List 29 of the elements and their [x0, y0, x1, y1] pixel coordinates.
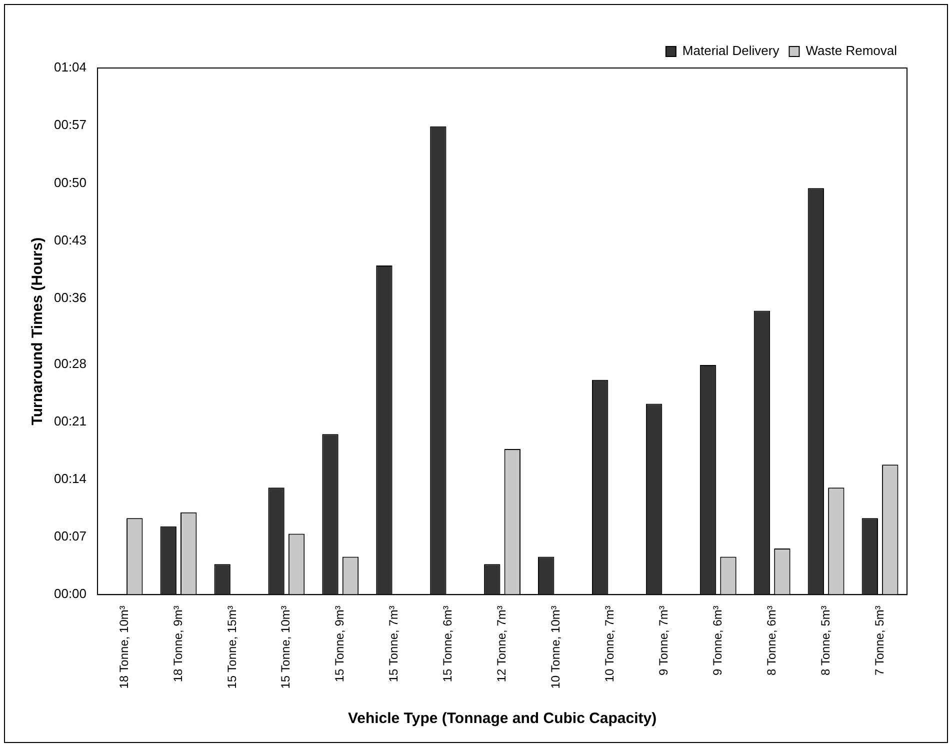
x-tick-label: 15 Tonne, 10m³: [278, 606, 293, 689]
y-tick-label: 00:36: [54, 290, 87, 305]
x-tick-label: 10 Tonne, 10m³: [548, 606, 563, 689]
y-tick-label: 01:04: [54, 60, 87, 75]
x-tick-label: 12 Tonne, 7m³: [494, 606, 509, 682]
x-axis-title: Vehicle Type (Tonnage and Cubic Capacity): [348, 710, 657, 728]
y-axis-title: Turnaround Times (Hours): [29, 237, 46, 426]
x-tick-label: 7 Tonne, 5m³: [872, 606, 886, 676]
x-tick-label: 15 Tonne, 7m³: [386, 606, 401, 682]
y-tick-label: 00:43: [54, 232, 87, 248]
y-tick-label: 00:57: [54, 117, 87, 132]
x-tick-label: 18 Tonne, 9m³: [170, 606, 185, 682]
y-tick-label: 00:28: [54, 356, 87, 371]
x-tick-label: 15 Tonne, 9m³: [332, 606, 347, 682]
x-tick-label: 9 Tonne, 7m³: [656, 606, 670, 676]
y-tick-label: 00:00: [54, 586, 87, 602]
x-tick-label: 15 Tonne, 15m³: [224, 606, 239, 689]
x-tick-label: 18 Tonne, 10m³: [116, 606, 131, 689]
y-tick-label: 00:21: [54, 413, 87, 428]
y-tick-label: 00:14: [54, 470, 87, 486]
x-tick-label: 8 Tonne, 5m³: [818, 606, 832, 676]
x-tick-label: 10 Tonne, 7m³: [602, 606, 617, 682]
y-tick-label: 00:50: [54, 174, 87, 190]
x-tick-label: 9 Tonne, 6m³: [710, 606, 724, 676]
x-tick-label: 8 Tonne, 6m³: [764, 606, 778, 676]
x-tick-label: 15 Tonne, 6m³: [440, 606, 455, 682]
legend-label: Waste Removal: [806, 43, 898, 58]
legend-label: Material Delivery: [682, 43, 780, 58]
y-tick-label: 00:07: [54, 528, 87, 544]
